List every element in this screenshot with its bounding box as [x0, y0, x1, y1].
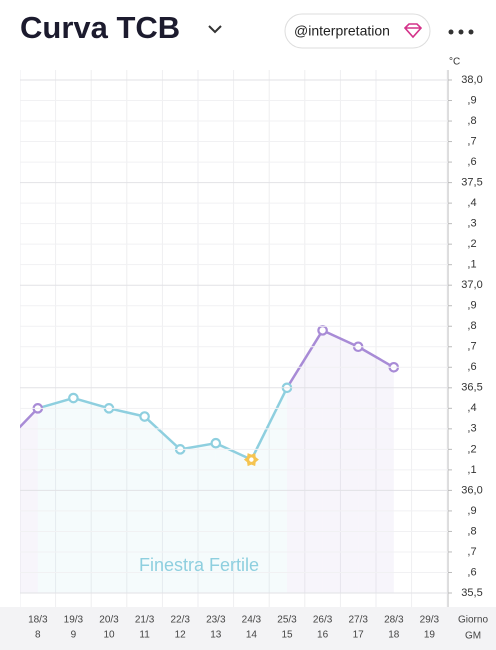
x-tick-label: 25/3 — [277, 615, 297, 626]
x-tick-label: 22/3 — [170, 615, 190, 626]
x-tick-label: 19/3 — [64, 615, 84, 626]
y-tick-label: ,3 — [467, 218, 476, 230]
x-tick-label: 18/3 — [28, 615, 48, 626]
point — [139, 411, 150, 422]
area-segment — [109, 408, 145, 593]
y-tick-label: ,8 — [467, 525, 476, 537]
line-segment — [285, 329, 324, 389]
area-segment — [20, 408, 38, 593]
line-segment — [37, 396, 74, 410]
area-segment — [180, 443, 216, 593]
y-tick-label: ,3 — [467, 423, 476, 435]
cycle-day-label: 15 — [281, 630, 293, 641]
line-segment — [179, 441, 217, 451]
button-bg[interactable] — [284, 13, 431, 49]
point — [210, 437, 222, 449]
cycle-day-label: 13 — [210, 630, 222, 641]
y-tick-label: 36,0 — [461, 484, 482, 496]
y-tick-label: ,7 — [467, 341, 476, 353]
y-tick-label: ,6 — [467, 361, 476, 373]
y-tick-label: ,2 — [467, 443, 476, 455]
line-segment — [143, 415, 182, 451]
page-title: Curva TCB — [20, 10, 180, 45]
x-tick-label: 21/3 — [135, 615, 155, 626]
y-unit: °C — [449, 57, 460, 68]
x-axis-band — [0, 607, 496, 650]
y-tick-label: ,7 — [467, 546, 476, 558]
x-tick-label: 23/3 — [206, 615, 226, 626]
dropdown-chevron[interactable] — [208, 25, 222, 34]
cycle-day-label: 19 — [424, 630, 436, 641]
y-tick-label: ,9 — [467, 505, 476, 517]
line-segment — [108, 407, 145, 418]
point — [317, 325, 328, 336]
y-tick-label: ,6 — [467, 156, 476, 168]
line-segment — [20, 407, 39, 429]
y-tick-label: 38,0 — [461, 74, 482, 86]
y-tick-label: 37,5 — [461, 177, 482, 189]
area-segment — [215, 443, 252, 593]
plot — [0, 70, 448, 607]
row-label: Giorno — [458, 615, 488, 626]
area-segment — [37, 398, 74, 593]
interpretation-button[interactable]: @interpretation — [284, 13, 431, 49]
more-menu[interactable] — [448, 29, 474, 35]
y-tick-label: ,4 — [467, 402, 476, 414]
cycle-day-label: 8 — [35, 630, 41, 641]
cycle-day-label: 17 — [353, 630, 365, 641]
x-tick-label: 26/3 — [313, 615, 333, 626]
y-tick-label: ,9 — [467, 94, 476, 106]
y-tick-label: ,9 — [467, 300, 476, 312]
y-tick-label: ,1 — [467, 464, 476, 476]
line-segment — [215, 442, 252, 461]
line-segment — [73, 396, 110, 410]
area-segment — [73, 398, 109, 593]
y-tick-label: ,1 — [467, 259, 476, 271]
y-tick-label: ,8 — [467, 115, 476, 127]
x-tick-label: 20/3 — [99, 615, 119, 626]
x-tick-label: 28/3 — [384, 615, 404, 626]
line-segment — [322, 329, 359, 348]
cycle-day-label: 11 — [139, 630, 150, 641]
cycle-day-label: 9 — [71, 630, 77, 641]
area-segment — [322, 330, 359, 593]
y-tick-label: ,7 — [467, 135, 476, 147]
row-label: GM — [465, 631, 481, 642]
x-tick-label: 27/3 — [348, 615, 368, 626]
y-tick-label: 37,0 — [461, 279, 482, 291]
y-tick-label: ,8 — [467, 320, 476, 332]
cycle-day-label: 12 — [175, 630, 187, 641]
area-segment — [144, 416, 181, 593]
y-tick-label: 35,5 — [461, 587, 482, 599]
fertile-window-label: Finestra Fertile — [139, 555, 259, 575]
cycle-day-label: 14 — [246, 630, 258, 641]
cycle-day-label: 10 — [103, 630, 115, 641]
y-tick-label: ,6 — [467, 566, 476, 578]
ovulation-center — [249, 457, 254, 462]
button-label[interactable]: @interpretation — [294, 23, 390, 39]
point — [0, 441, 6, 449]
y-tick-label: ,4 — [467, 197, 476, 209]
point — [68, 392, 79, 404]
x-tick-label: 24/3 — [242, 615, 262, 626]
cycle-day-label: 16 — [317, 630, 329, 641]
line-segment — [357, 345, 395, 369]
y-tick-label: ,2 — [467, 238, 476, 250]
y-tick-label: 36,5 — [461, 382, 482, 394]
line-segment — [250, 387, 289, 461]
x-tick-label: 29/3 — [420, 615, 440, 626]
cycle-day-label: 18 — [388, 630, 400, 641]
area-segment — [287, 330, 323, 593]
gem-icon — [403, 23, 423, 39]
